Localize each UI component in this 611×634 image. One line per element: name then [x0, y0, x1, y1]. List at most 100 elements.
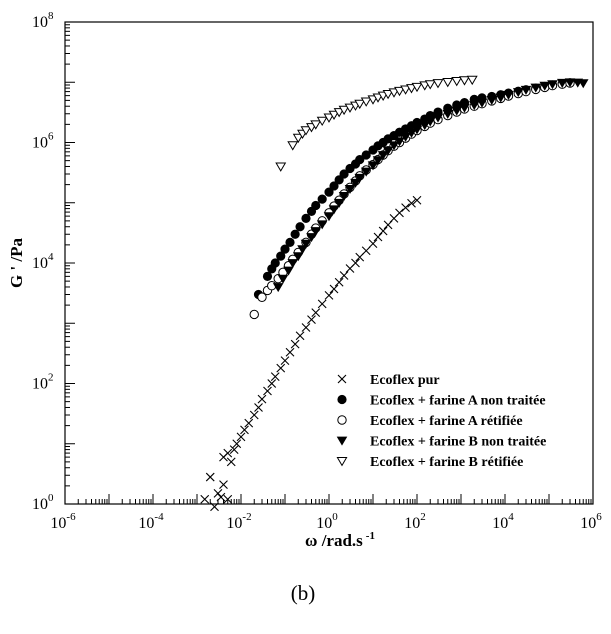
data-point — [236, 432, 246, 442]
data-point — [280, 356, 290, 365]
data-point — [388, 141, 400, 151]
data-point — [351, 258, 360, 268]
data-point — [254, 403, 263, 412]
data-point — [210, 502, 219, 512]
data-point — [361, 150, 371, 160]
data-point — [577, 79, 589, 89]
data-point — [406, 128, 417, 138]
data-point — [424, 117, 436, 127]
data-point — [334, 277, 344, 287]
legend-marker — [336, 436, 348, 446]
data-point — [360, 167, 372, 177]
data-point — [354, 99, 366, 110]
x-axis-tick-labels: 10-6 10-4 10-2 100 102 104 106 — [50, 511, 602, 532]
data-point — [503, 90, 514, 100]
series-0 — [200, 195, 422, 512]
y-axis-ticks — [65, 21, 75, 505]
data-point — [382, 89, 394, 100]
data-point — [361, 246, 371, 256]
data-point — [270, 372, 280, 382]
data-point — [564, 78, 576, 88]
data-point — [442, 78, 454, 88]
data-point — [459, 103, 470, 113]
data-point — [219, 480, 228, 489]
data-point — [205, 472, 215, 482]
data-point — [476, 98, 488, 108]
data-point — [530, 83, 542, 93]
data-point — [277, 274, 289, 284]
legend-label: Ecoflex pur — [370, 373, 440, 388]
data-point — [292, 252, 304, 262]
data-point — [272, 283, 284, 293]
data-point — [328, 205, 340, 215]
series-4 — [275, 75, 478, 172]
data-point — [310, 120, 322, 130]
legend-marker — [337, 415, 347, 425]
data-point — [216, 492, 226, 502]
data-point — [301, 323, 311, 332]
data-point — [466, 75, 478, 86]
data-point — [394, 137, 405, 147]
x-axis-title: ω /rad.s -1 — [305, 530, 375, 550]
x-tick-label: 100 — [316, 511, 338, 532]
data-point — [283, 266, 294, 276]
data-points — [200, 75, 589, 512]
x-tick-label: 10-6 — [50, 511, 76, 532]
series-3 — [272, 78, 589, 293]
data-point — [367, 161, 379, 171]
data-point — [407, 198, 416, 208]
legend-label: Ecoflex + farine A non traitée — [370, 394, 546, 409]
data-point — [244, 418, 254, 428]
data-point — [316, 220, 328, 230]
data-point — [317, 299, 327, 309]
data-point — [412, 195, 422, 205]
data-point — [334, 175, 344, 185]
legend-marker — [336, 457, 348, 467]
data-point — [249, 309, 259, 320]
data-point — [290, 229, 300, 239]
data-point — [223, 448, 233, 458]
data-point — [350, 178, 361, 188]
legend-label: Ecoflex + farine B non traitée — [370, 435, 546, 450]
data-point — [400, 132, 411, 142]
y-tick-label: 108 — [32, 10, 54, 31]
data-point — [411, 82, 423, 93]
data-point — [307, 315, 316, 324]
data-point — [354, 173, 366, 183]
x-axis-title-exponent: -1 — [366, 530, 375, 542]
data-point — [329, 181, 339, 191]
data-point — [323, 113, 335, 123]
data-point — [556, 78, 568, 88]
data-point — [240, 425, 249, 435]
y-axis-tick-labels: 100 102 104 106 108 — [32, 10, 54, 513]
data-point — [292, 133, 304, 144]
data-point — [360, 97, 372, 107]
data-point — [400, 85, 412, 95]
data-point — [382, 146, 394, 156]
data-point — [468, 101, 480, 111]
data-point — [263, 386, 272, 396]
data-point — [486, 96, 498, 106]
data-point — [459, 76, 470, 86]
data-point — [338, 192, 350, 202]
y-tick-label: 102 — [32, 372, 54, 393]
data-point — [306, 233, 317, 243]
data-point — [412, 117, 422, 128]
data-point — [276, 251, 286, 261]
data-point — [287, 259, 299, 269]
data-point — [495, 93, 507, 103]
legend-marker — [337, 374, 347, 384]
x-tick-label: 104 — [492, 511, 514, 532]
data-point — [290, 339, 300, 349]
data-point — [451, 77, 463, 87]
data-point — [401, 203, 410, 213]
x-tick-label: 102 — [404, 511, 426, 532]
x-tick-label: 10-4 — [138, 511, 164, 532]
data-point — [419, 121, 431, 131]
x-tick-label: 10-2 — [226, 511, 251, 532]
data-point — [368, 239, 378, 248]
data-point — [539, 81, 551, 91]
data-point — [547, 80, 558, 90]
data-point — [432, 113, 444, 123]
data-point — [267, 379, 277, 388]
